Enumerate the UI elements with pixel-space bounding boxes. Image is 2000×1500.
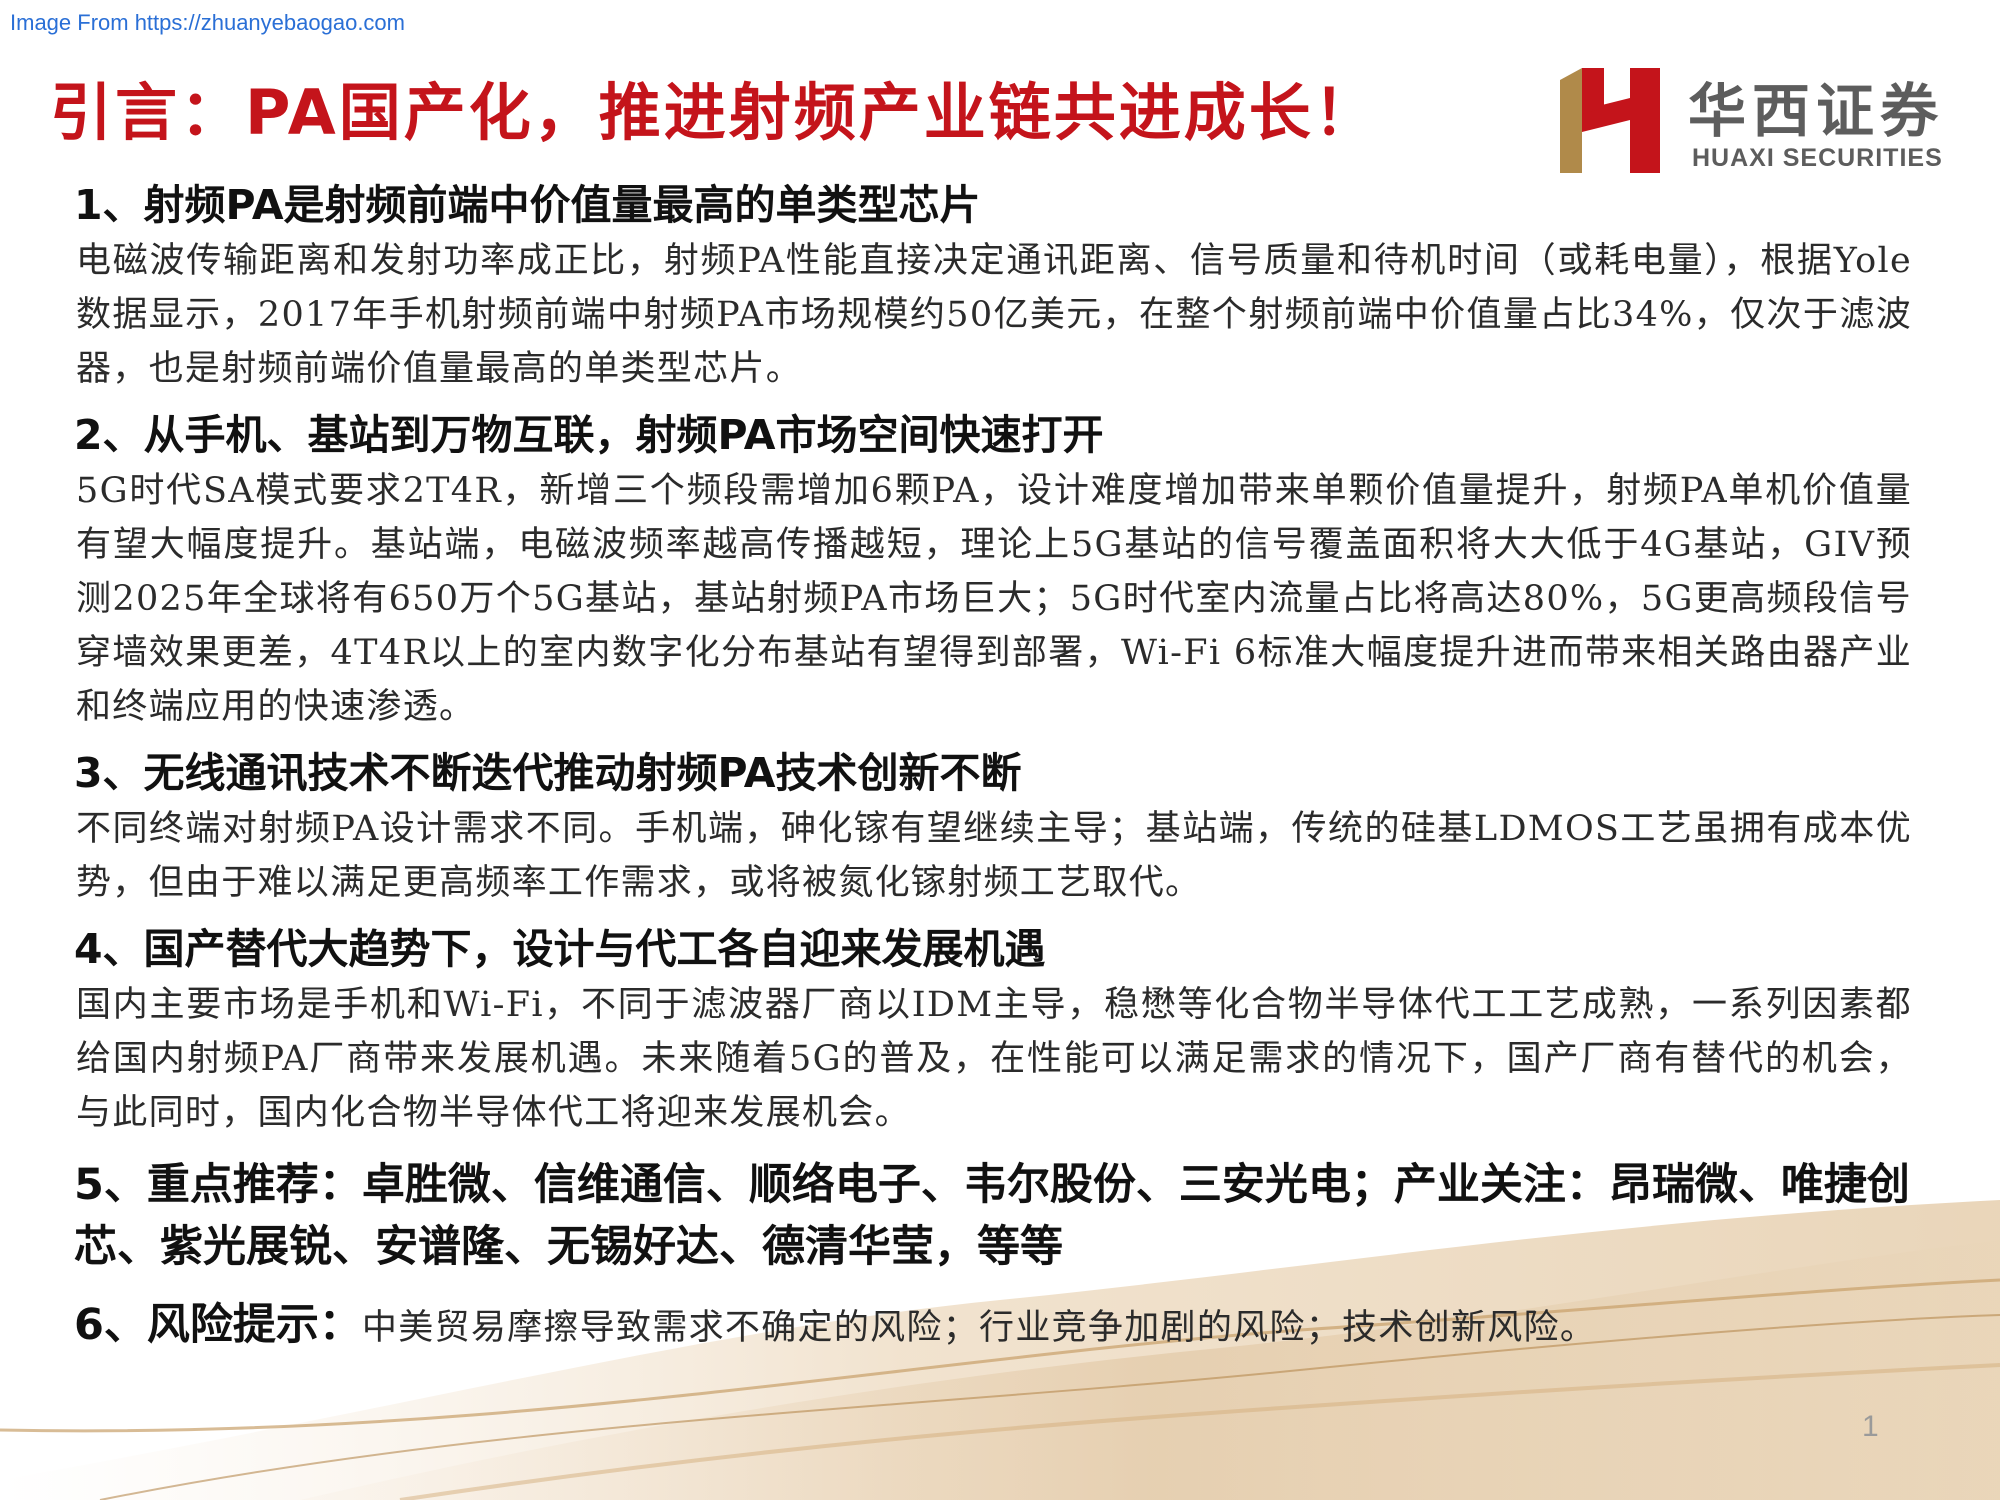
risk-text: 中美贸易摩擦导致需求不确定的风险；行业竞争加剧的风险；技术创新风险。 (361, 1308, 1597, 1348)
section-4: 4、国产替代大趋势下，设计与代工各自迎来发展机遇 国内主要市场是手机和Wi-Fi… (74, 920, 1914, 1140)
logo-name-cn: 华西证券 (1688, 77, 1945, 145)
huaxi-logo-icon (1560, 68, 1660, 173)
recommendation-heading: 5、重点推荐：卓胜微、信维通信、顺络电子、韦尔股份、三安光电；产业关注：昂瑞微、… (74, 1160, 1910, 1272)
section-body: 不同终端对射频PA设计需求不同。手机端，砷化镓有望继续主导；基站端，传统的硅基L… (76, 809, 1912, 903)
page-title: 引言：PA国产化，推进射频产业链共进成长！ (50, 76, 1379, 149)
section-1: 1、射频PA是射频前端中价值量最高的单类型芯片 电磁波传输距离和发射功率成正比，… (74, 176, 1914, 396)
logo-name-en: HUAXI SECURITIES (1692, 144, 1943, 172)
decorative-wave-background (0, 1200, 2000, 1500)
content-area: 1、射频PA是射频前端中价值量最高的单类型芯片 电磁波传输距离和发射功率成正比，… (74, 176, 1914, 1352)
risk-warning: 6、风险提示：中美贸易摩擦导致需求不确定的风险；行业竞争加剧的风险；技术创新风险… (74, 1290, 1914, 1352)
section-body: 5G时代SA模式要求2T4R，新增三个频段需增加6颗PA，设计难度增加带来单颗价… (76, 471, 1912, 727)
section-3: 3、无线通讯技术不断迭代推动射频PA技术创新不断 不同终端对射频PA设计需求不同… (74, 744, 1914, 910)
company-logo: 华西证券 HUAXI SECURITIES (1560, 68, 1960, 178)
section-body: 国内主要市场是手机和Wi-Fi，不同于滤波器厂商以IDM主导，稳懋等化合物半导体… (76, 985, 1912, 1133)
section-heading: 2、从手机、基站到万物互联，射频PA市场空间快速打开 (74, 411, 1104, 459)
source-watermark: Image From https://zhuanyebaogao.com (10, 10, 405, 35)
section-heading: 1、射频PA是射频前端中价值量最高的单类型芯片 (74, 181, 981, 229)
section-heading: 4、国产替代大趋势下，设计与代工各自迎来发展机遇 (74, 925, 1046, 973)
section-2: 2、从手机、基站到万物互联，射频PA市场空间快速打开 5G时代SA模式要求2T4… (74, 406, 1914, 734)
section-heading: 3、无线通讯技术不断迭代推动射频PA技术创新不断 (74, 749, 1022, 797)
section-body: 电磁波传输距离和发射功率成正比，射频PA性能直接决定通讯距离、信号质量和待机时间… (76, 241, 1912, 389)
page-number: 1 (1862, 1410, 1879, 1443)
risk-label: 6、风险提示： (74, 1300, 362, 1350)
